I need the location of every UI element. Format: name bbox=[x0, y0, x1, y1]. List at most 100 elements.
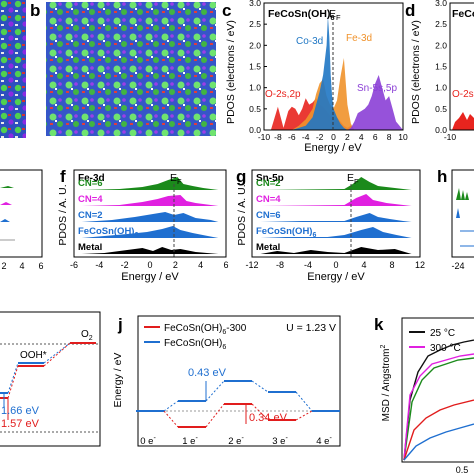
panel-h-frame bbox=[451, 169, 474, 258]
panel-j-red-connector bbox=[295, 410, 313, 421]
panel-h: h -24 bbox=[437, 167, 474, 271]
panel-c-ytick-label: 2.0 bbox=[249, 40, 261, 50]
panel-h-green-trace bbox=[456, 188, 469, 200]
panel-e-magenta-trace bbox=[0, 202, 12, 205]
panel-j-xtick: 1 e- bbox=[182, 435, 198, 447]
panel-c-title: FeCoSn(OH)6 bbox=[268, 8, 335, 22]
panel-k-legend-25: 25 °C bbox=[430, 328, 455, 339]
f-plot-xtick: 0 bbox=[147, 260, 152, 270]
f-plot-label-3: FeCoSn(OH)6 bbox=[78, 226, 138, 239]
g-plot-xtick: 0 bbox=[333, 260, 338, 270]
panel-j-frame bbox=[137, 315, 341, 447]
panel-i-connector-4 bbox=[43, 342, 71, 367]
panel-c-xtick-label: 6 bbox=[373, 132, 378, 142]
panel-i-connector-3 bbox=[43, 342, 71, 364]
f-plot-xtick: 4 bbox=[198, 260, 203, 270]
panel-f-xlabel: Energy / eV bbox=[121, 271, 179, 283]
panel-c-xtick-label: -6 bbox=[288, 132, 296, 142]
panel-c-ytick-label: 0.0 bbox=[249, 125, 261, 135]
panel-h-xtick-0: -24 bbox=[451, 261, 464, 271]
panel-c-ylabel: PDOS (electrons / eV) bbox=[225, 20, 237, 124]
panel-h-letter: h bbox=[437, 167, 447, 186]
panel-c-xtick-label: 8 bbox=[387, 132, 392, 142]
f-plot-label-4: Metal bbox=[78, 242, 102, 253]
panel-d-ytick-label: 2.0 bbox=[435, 40, 447, 50]
g-plot-label-2: CN=6 bbox=[256, 210, 281, 221]
panel-f-xticks: -6 -4 -2 0 2 4 6 bbox=[70, 260, 229, 270]
panel-k-green-curve bbox=[403, 357, 474, 461]
panel-d-title: FeCoSn bbox=[452, 8, 474, 20]
panel-c-xlabel: Energy / eV bbox=[304, 142, 362, 154]
panel-j-legend-blue: FeCoSn(OH)6 bbox=[164, 338, 226, 351]
panel-j-plot bbox=[136, 380, 340, 428]
panel-i-energy-red: 1.57 eV bbox=[1, 418, 40, 430]
panel-c-label-co: Co-3d bbox=[296, 36, 323, 47]
g-plot-xtick: 12 bbox=[415, 260, 425, 270]
panel-e-green-trace bbox=[0, 186, 14, 188]
panel-j-blue-connector bbox=[205, 380, 225, 402]
g-plot-trace-3 bbox=[252, 227, 420, 238]
panel-j-xtick: 0 e- bbox=[140, 435, 156, 447]
panel-d-frame bbox=[449, 2, 474, 131]
panel-c-area-co-3d bbox=[291, 15, 348, 131]
panel-d-o-area bbox=[452, 112, 474, 130]
panel-j-blue-connector bbox=[163, 400, 179, 412]
panel-j-blue-connector bbox=[295, 391, 313, 412]
f-plot-xtick: -2 bbox=[121, 260, 129, 270]
panel-i-connector-2 bbox=[7, 365, 19, 399]
panel-j-ylabel: Energy / eV bbox=[112, 353, 124, 408]
panel-j-blue-connector bbox=[251, 380, 269, 393]
panel-k-frame bbox=[401, 317, 474, 463]
g-plot-xtick: -8 bbox=[276, 260, 284, 270]
panel-f: f PDOS / A. U. Fe-3d EF CN=6 CN=4 CN=2 FeCo… bbox=[57, 167, 229, 283]
g-plot-xtick: -12 bbox=[245, 260, 258, 270]
panel-a-structure-image bbox=[0, 0, 26, 138]
panel-c-fermi-label: EF bbox=[329, 8, 341, 22]
g-plot-xtick: 4 bbox=[361, 260, 366, 270]
g-plot-label-0: CN=2 bbox=[256, 178, 281, 189]
panel-j-potential: U = 1.23 V bbox=[286, 322, 336, 334]
panel-k-magenta-curve bbox=[403, 353, 474, 461]
panel-c-label-sn: Sn-5s,5p bbox=[357, 83, 397, 94]
g-plot-xtick: -4 bbox=[304, 260, 312, 270]
panel-c-xticks: -10 -8 -6 -4 -2 0 2 4 6 8 10 bbox=[258, 132, 408, 142]
panel-i-o2-label: O2 bbox=[81, 329, 93, 342]
panel-d-yticks: 0.0 0.5 1.0 1.5 2.0 2.5 3.0 bbox=[435, 0, 447, 135]
panel-c-ytick-label: 3.0 bbox=[249, 0, 261, 8]
panel-k-letter: k bbox=[374, 315, 384, 334]
panel-d-ytick-label: 1.0 bbox=[435, 83, 447, 93]
panel-d: d PDOS (electrons / eV) 0.0 0.5 1.0 1.5 2.0 2… bbox=[405, 0, 474, 142]
panel-c-xtick-label: -2 bbox=[316, 132, 324, 142]
panel-i-energy-blue: 1.66 eV bbox=[1, 405, 40, 417]
panel-c-xtick-label: -10 bbox=[258, 132, 271, 142]
panel-c: c PDOS (electrons / eV) 0.0 0.5 1.0 1.5 2.0 2… bbox=[222, 0, 408, 154]
g-plot-trace-4 bbox=[252, 247, 420, 254]
g-plot-xtick: 8 bbox=[389, 260, 394, 270]
panel-f-frame bbox=[73, 169, 227, 258]
panel-g: g PDOS / A. U. Sn-5p EF CN=2 CN=4 CN=6 FeCo… bbox=[236, 167, 425, 283]
panel-i-frame bbox=[0, 311, 101, 447]
f-plot-trace-2 bbox=[74, 212, 226, 222]
f-plot-label-2: CN=2 bbox=[78, 210, 103, 221]
panel-k-blue-curve bbox=[403, 423, 474, 461]
panel-f-ylabel: PDOS / A. U. bbox=[57, 184, 69, 245]
panel-j-letter: j bbox=[117, 315, 123, 334]
panel-d-xtick-0: -10 bbox=[444, 132, 457, 142]
g-plot-label-4: Metal bbox=[256, 242, 280, 253]
panel-c-label-o: O-2s,2p bbox=[265, 89, 301, 100]
panel-j-red-connector bbox=[205, 403, 225, 428]
panel-d-ytick-label: 0.0 bbox=[435, 125, 447, 135]
f-plot-xtick: -4 bbox=[95, 260, 103, 270]
panel-i: OOH* O2 1.66 eV 1.57 eV bbox=[0, 311, 101, 447]
panel-c-ytick-label: 0.5 bbox=[249, 104, 261, 114]
panel-e-xtick-0: 2 bbox=[1, 261, 6, 271]
panel-g-xlabel: Energy / eV bbox=[307, 271, 365, 283]
panel-c-letter: c bbox=[222, 1, 231, 20]
panel-d-ytick-label: 1.5 bbox=[435, 62, 447, 72]
panel-k-xtick-0: 0.5 bbox=[456, 465, 469, 474]
panel-c-ytick-label: 2.5 bbox=[249, 19, 261, 29]
panel-g-fermi-label: EF bbox=[347, 172, 359, 186]
panel-c-xtick-label: -8 bbox=[274, 132, 282, 142]
panel-d-letter: d bbox=[405, 1, 415, 20]
